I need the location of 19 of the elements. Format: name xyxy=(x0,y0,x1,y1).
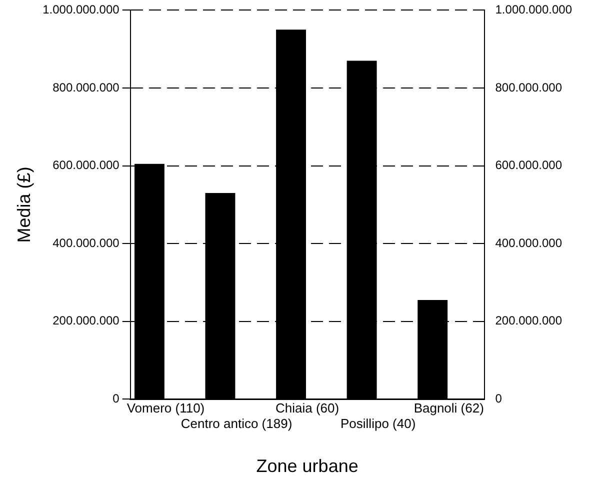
y2-tick-label: 1.000.000.000 xyxy=(495,2,572,17)
y2-tick-label: 800.000.000 xyxy=(495,80,562,94)
y-tick-label: 1.000.000.000 xyxy=(42,2,120,17)
y-tick-label: 800.000.000 xyxy=(52,80,120,94)
y-tick-label: 200.000.000 xyxy=(52,314,120,328)
x-tick-label: Bagnoli (62) xyxy=(414,400,484,416)
y-tick-label: 400.000.000 xyxy=(52,236,120,250)
x-tick-label: Posillipo (40) xyxy=(340,416,416,432)
y2-tick-label: 200.000.000 xyxy=(495,314,562,328)
y-axis-title: Media (£) xyxy=(14,166,34,243)
x-tick-label: Centro antico (189) xyxy=(180,416,292,432)
x-axis-title: Zone urbane xyxy=(256,456,358,476)
y2-tick-label: 600.000.000 xyxy=(495,158,562,172)
y2-tick-label: 0 xyxy=(495,392,502,406)
y-tick-label: 0 xyxy=(112,392,120,406)
x-tick-label: Vomero (110) xyxy=(126,400,205,416)
x-tick-label: Chiaia (60) xyxy=(276,400,340,416)
y2-tick-label: 400.000.000 xyxy=(495,236,562,250)
y-tick-label: 600.000.000 xyxy=(52,158,120,172)
